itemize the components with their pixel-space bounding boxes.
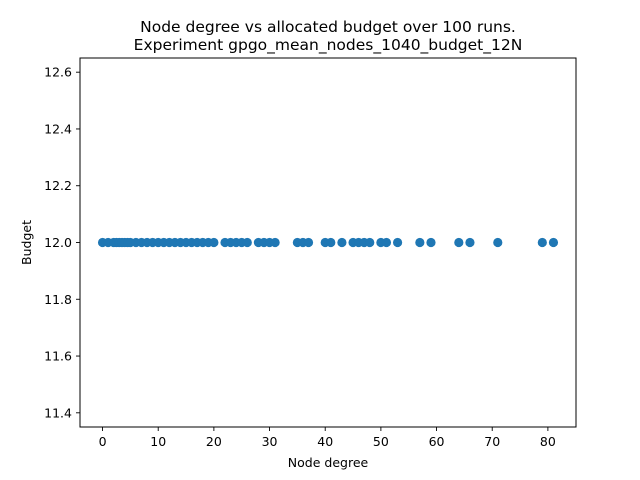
x-tick-label: 0 <box>99 434 107 449</box>
y-tick-label: 11.4 <box>44 405 72 420</box>
data-point <box>548 237 559 248</box>
y-tick-label: 12.6 <box>44 65 72 80</box>
x-tick-label: 70 <box>484 434 500 449</box>
x-tick-label: 80 <box>540 434 556 449</box>
data-point <box>381 237 392 248</box>
y-axis-label: Budget <box>19 220 34 265</box>
x-tick-label: 20 <box>206 434 222 449</box>
y-tick-label: 12.0 <box>44 235 72 250</box>
data-point <box>426 237 436 248</box>
y-tick-label: 11.8 <box>44 292 72 307</box>
data-point <box>242 237 252 248</box>
x-tick-label: 10 <box>150 434 166 449</box>
chart-title-line-1: Node degree vs allocated budget over 100… <box>140 18 516 36</box>
y-axis: 11.4 11.6 11.8 12.0 12.2 12.4 12.6 <box>44 65 80 420</box>
x-tick-label: 60 <box>429 434 445 449</box>
data-point <box>493 237 503 248</box>
data-point <box>326 237 336 248</box>
data-point <box>537 237 547 248</box>
chart-title-line-2: Experiment gpgo_mean_nodes_1040_budget_1… <box>134 36 523 55</box>
data-point <box>454 237 464 248</box>
data-point <box>303 237 314 248</box>
y-tick-label: 11.6 <box>44 349 72 364</box>
x-tick-label: 30 <box>262 434 278 449</box>
data-point <box>392 237 403 248</box>
data-point <box>270 237 280 248</box>
x-tick-label: 50 <box>373 434 389 449</box>
data-point <box>415 237 425 248</box>
x-axis-label: Node degree <box>288 455 369 470</box>
data-point <box>209 237 219 248</box>
y-tick-label: 12.4 <box>44 121 72 136</box>
x-tick-label: 40 <box>317 434 333 449</box>
data-point <box>465 237 475 248</box>
x-axis: 0 10 20 30 40 50 60 70 80 <box>99 427 556 449</box>
data-point <box>365 237 375 248</box>
data-point <box>337 237 347 248</box>
y-tick-label: 12.2 <box>44 178 72 193</box>
